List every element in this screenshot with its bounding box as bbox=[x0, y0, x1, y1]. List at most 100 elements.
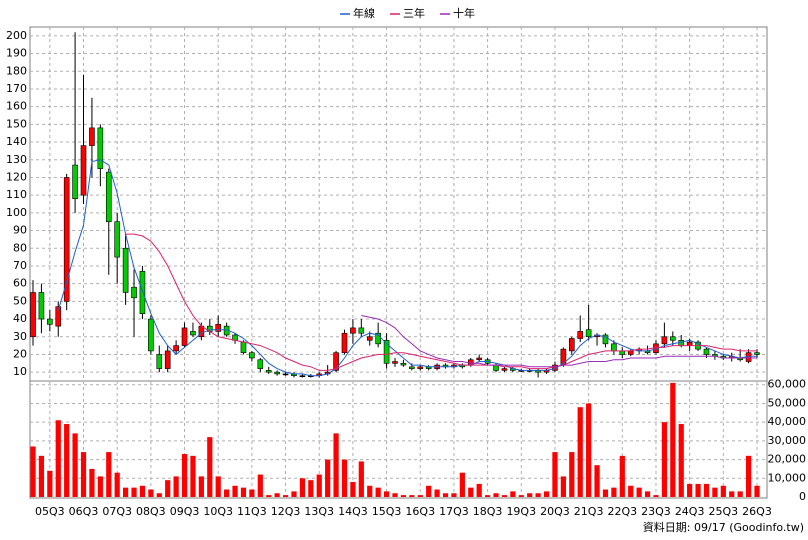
volume-bar bbox=[451, 493, 457, 497]
footer: 資料日期: 09/17 (Goodinfo.tw) bbox=[643, 520, 804, 534]
candle-body bbox=[577, 331, 584, 339]
y2-tick-label: 40,000 bbox=[768, 415, 807, 428]
volume-bar bbox=[114, 472, 120, 497]
candle-body bbox=[745, 352, 752, 362]
volume-bar bbox=[569, 452, 575, 497]
volume-bar bbox=[266, 495, 272, 497]
y-tick-label: 120 bbox=[6, 170, 27, 183]
volume-bar bbox=[653, 495, 659, 497]
volume-bar bbox=[257, 474, 263, 497]
y-tick-label: 170 bbox=[6, 82, 27, 95]
volume-bar bbox=[687, 483, 693, 497]
volume-bar bbox=[89, 468, 95, 497]
volume-bar bbox=[518, 495, 524, 497]
volume-bar bbox=[333, 433, 339, 497]
x-tick-label: 24Q3 bbox=[675, 505, 705, 518]
candle-body bbox=[501, 368, 508, 371]
volume-bar bbox=[291, 491, 297, 497]
x-tick-label: 16Q3 bbox=[405, 505, 435, 518]
candle-body bbox=[619, 350, 626, 355]
y-tick-label: 110 bbox=[6, 188, 27, 201]
volume-bar bbox=[325, 459, 331, 497]
y-tick-label: 200 bbox=[6, 29, 27, 42]
volume-bar bbox=[485, 495, 491, 497]
y-tick-label: 40 bbox=[13, 312, 27, 325]
x-tick-label: 15Q3 bbox=[372, 505, 402, 518]
candle-body bbox=[30, 292, 36, 338]
candle-body bbox=[358, 327, 365, 334]
x-tick-label: 12Q3 bbox=[271, 505, 301, 518]
y2-tick-label: 60,000 bbox=[768, 378, 807, 391]
candle-body bbox=[190, 331, 196, 336]
volume-bar bbox=[535, 493, 541, 497]
candle-body bbox=[400, 362, 407, 366]
volume-bar bbox=[55, 420, 61, 497]
candle-body bbox=[38, 292, 45, 320]
volume-bar bbox=[602, 489, 609, 497]
candle-body bbox=[333, 352, 339, 371]
y2-tick-label: 30,000 bbox=[768, 434, 807, 447]
volume-bar bbox=[232, 485, 238, 497]
volume-bar bbox=[501, 495, 508, 497]
candle-body bbox=[686, 341, 693, 346]
candle-body bbox=[47, 318, 53, 325]
volume-bar bbox=[628, 485, 634, 497]
volume-panel bbox=[29, 380, 768, 499]
volume-bar bbox=[552, 452, 558, 497]
volume-bar bbox=[442, 493, 449, 497]
volume-bar bbox=[712, 487, 718, 497]
candle-body bbox=[122, 247, 129, 293]
volume-bar bbox=[560, 476, 566, 497]
x-tick-label: 23Q3 bbox=[641, 505, 671, 518]
candle-body bbox=[350, 327, 356, 334]
volume-bar bbox=[38, 455, 45, 497]
volume-bar bbox=[720, 485, 726, 497]
y-tick-label: 130 bbox=[6, 153, 27, 166]
volume-bar bbox=[308, 480, 314, 497]
y-tick-label: 190 bbox=[6, 47, 27, 60]
x-tick-label: 22Q3 bbox=[607, 505, 637, 518]
y-tick-label: 30 bbox=[13, 330, 27, 343]
y-tick-label: 60 bbox=[13, 277, 27, 290]
volume-bar bbox=[350, 482, 356, 497]
volume-bar bbox=[249, 489, 255, 497]
ma-line bbox=[125, 233, 757, 371]
volume-bar bbox=[30, 446, 36, 497]
volume-bar bbox=[240, 487, 247, 497]
x-tick-label: 19Q3 bbox=[506, 505, 536, 518]
volume-bar bbox=[282, 495, 289, 497]
volume-bar bbox=[476, 483, 482, 497]
volume-bar bbox=[80, 452, 87, 497]
candle-body bbox=[257, 359, 264, 369]
candle-body bbox=[148, 318, 154, 352]
x-tick-label: 11Q3 bbox=[237, 505, 267, 518]
candle-body bbox=[114, 221, 120, 258]
volume-bar bbox=[97, 476, 103, 497]
volume-bar bbox=[316, 474, 322, 497]
y2-tick-label: 0 bbox=[799, 490, 806, 503]
candle-body bbox=[661, 336, 668, 345]
volume-bar bbox=[434, 489, 440, 497]
candle-body bbox=[392, 361, 398, 364]
x-tick-label: 10Q3 bbox=[203, 505, 233, 518]
candle-body bbox=[131, 286, 137, 299]
volume-bar bbox=[586, 403, 592, 497]
candle-body bbox=[63, 177, 70, 302]
y-tick-label: 90 bbox=[13, 224, 27, 237]
x-tick-label: 18Q3 bbox=[473, 505, 503, 518]
y-tick-label: 80 bbox=[13, 241, 27, 254]
volume-bar bbox=[400, 495, 407, 497]
volume-bar bbox=[156, 493, 162, 497]
candle-body bbox=[602, 334, 609, 345]
candle-body bbox=[181, 327, 188, 346]
volume-bar bbox=[527, 493, 533, 497]
volume-bar bbox=[594, 465, 600, 497]
volume-bar bbox=[426, 485, 432, 497]
volume-bar bbox=[543, 491, 550, 497]
x-tick-label: 09Q3 bbox=[170, 505, 200, 518]
x-tick-label: 26Q3 bbox=[742, 505, 772, 518]
volume-bar bbox=[510, 491, 516, 497]
volume-bar bbox=[367, 485, 373, 497]
x-tick-label: 06Q3 bbox=[69, 505, 99, 518]
volume-bar bbox=[72, 433, 78, 497]
